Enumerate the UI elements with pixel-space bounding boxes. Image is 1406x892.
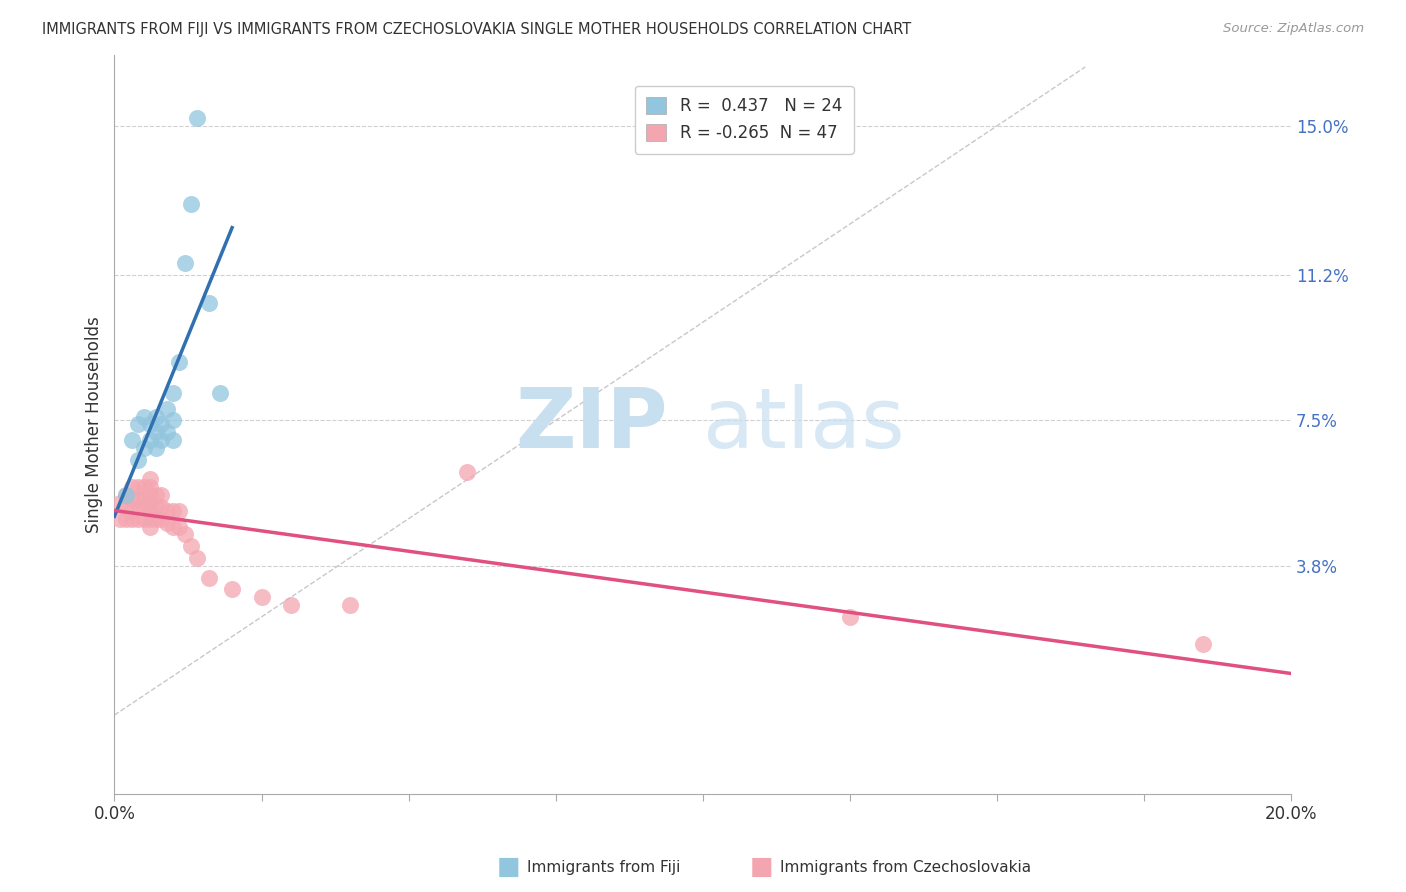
Point [838, 610, 860, 624]
Point [132, 480, 155, 494]
Point [138, 433, 160, 447]
Point [132, 441, 155, 455]
Point [132, 511, 155, 525]
Point [221, 582, 243, 597]
Point [127, 480, 149, 494]
Point [127, 452, 149, 467]
Point [180, 539, 202, 553]
Point [110, 511, 132, 525]
Point [138, 472, 160, 486]
Point [250, 591, 273, 605]
Point [180, 197, 202, 211]
Point [121, 433, 143, 447]
Point [145, 488, 167, 502]
Point [138, 417, 160, 432]
Point [132, 409, 155, 424]
Point [174, 256, 197, 270]
Point [127, 511, 149, 525]
Point [138, 504, 160, 518]
Point [197, 571, 219, 585]
Point [162, 413, 184, 427]
Point [150, 500, 173, 514]
Text: ZIP: ZIP [515, 384, 668, 465]
Point [280, 598, 302, 612]
Point [156, 504, 179, 518]
Point [145, 500, 167, 514]
Point [115, 488, 138, 502]
Point [156, 516, 179, 530]
Text: Source: ZipAtlas.com: Source: ZipAtlas.com [1223, 22, 1364, 36]
Point [115, 488, 138, 502]
Legend: R =  0.437   N = 24, R = -0.265  N = 47: R = 0.437 N = 24, R = -0.265 N = 47 [634, 86, 853, 153]
Point [121, 504, 143, 518]
Point [150, 417, 173, 432]
Point [150, 433, 173, 447]
Point [156, 425, 179, 440]
Point [115, 511, 138, 525]
Text: Immigrants from Fiji: Immigrants from Fiji [527, 860, 681, 874]
Point [115, 500, 138, 514]
Y-axis label: Single Mother Households: Single Mother Households [86, 316, 103, 533]
Point [167, 519, 190, 533]
Point [162, 433, 184, 447]
Point [138, 488, 160, 502]
Point [121, 480, 143, 494]
Point [150, 511, 173, 525]
Point [127, 491, 149, 506]
Point [162, 504, 184, 518]
Point [121, 511, 143, 525]
Point [456, 465, 478, 479]
Text: Immigrants from Czechoslovakia: Immigrants from Czechoslovakia [780, 860, 1032, 874]
Point [132, 500, 155, 514]
Point [156, 401, 179, 416]
Point [138, 519, 160, 533]
Point [145, 441, 167, 455]
Point [145, 511, 167, 525]
Point [209, 386, 232, 401]
Text: ■: ■ [749, 855, 773, 879]
Point [167, 354, 190, 368]
Point [162, 519, 184, 533]
Point [1192, 637, 1215, 651]
Point [186, 551, 208, 566]
Point [110, 496, 132, 510]
Text: atlas: atlas [703, 384, 904, 465]
Point [197, 295, 219, 310]
Text: ■: ■ [496, 855, 520, 879]
Point [127, 417, 149, 432]
Point [162, 386, 184, 401]
Point [127, 500, 149, 514]
Point [174, 527, 197, 541]
Point [138, 496, 160, 510]
Point [138, 480, 160, 494]
Text: IMMIGRANTS FROM FIJI VS IMMIGRANTS FROM CZECHOSLOVAKIA SINGLE MOTHER HOUSEHOLDS : IMMIGRANTS FROM FIJI VS IMMIGRANTS FROM … [42, 22, 911, 37]
Point [339, 598, 361, 612]
Point [132, 491, 155, 506]
Point [121, 491, 143, 506]
Point [150, 488, 173, 502]
Point [145, 425, 167, 440]
Point [138, 511, 160, 525]
Point [167, 504, 190, 518]
Point [186, 111, 208, 125]
Point [145, 409, 167, 424]
